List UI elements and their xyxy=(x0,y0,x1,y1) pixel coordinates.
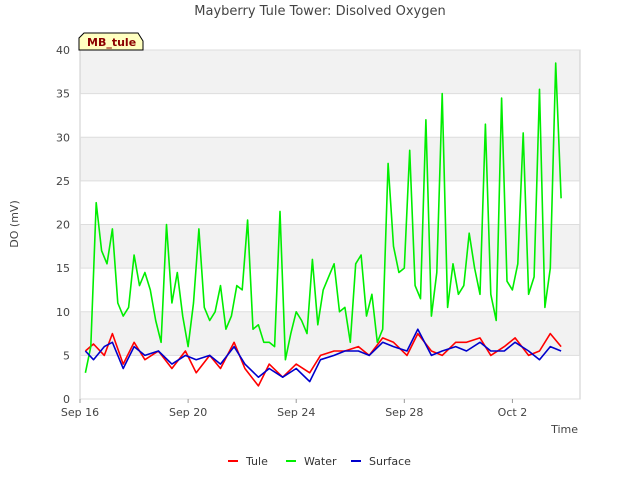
y-tick-label: 15 xyxy=(56,262,70,275)
station-badge: MB_tule xyxy=(78,32,144,51)
grid-band xyxy=(80,224,580,269)
x-tick-label: Sep 24 xyxy=(277,406,315,419)
chart-title: Mayberry Tule Tower: Disolved Oxygen xyxy=(194,4,445,19)
y-tick-label: 5 xyxy=(63,349,70,362)
grid-band xyxy=(80,355,580,399)
grid-band xyxy=(80,93,580,138)
series-lines xyxy=(84,62,562,387)
y-tick-label: 25 xyxy=(56,175,70,188)
x-tick-label: Oct 2 xyxy=(498,406,528,419)
badge-shape xyxy=(78,32,144,51)
x-tick-label: Sep 16 xyxy=(61,406,99,419)
series-line-water xyxy=(84,62,562,373)
grid-band xyxy=(80,137,580,181)
legend-label-tule: Tule xyxy=(245,455,268,468)
badge-label: MB_tule xyxy=(87,36,136,49)
x-axis-ticks: Sep 16 Sep 20 Sep 24 Sep 28 Oct 2 xyxy=(61,399,527,419)
series-line-surface xyxy=(84,328,562,383)
y-tick-label: 10 xyxy=(56,306,70,319)
y-tick-label: 35 xyxy=(56,88,70,101)
legend: Tule Water Surface xyxy=(228,455,411,468)
x-tick-label: Sep 28 xyxy=(385,406,423,419)
series-line-tule xyxy=(84,332,562,387)
grid-band xyxy=(80,50,580,94)
y-tick-label: 20 xyxy=(56,219,70,232)
legend-label-water: Water xyxy=(304,455,337,468)
y-tick-label: 40 xyxy=(56,44,70,57)
y-tick-label: 30 xyxy=(56,131,70,144)
grid-band xyxy=(80,180,580,225)
x-axis-label: Time xyxy=(550,423,578,436)
x-tick-label: Sep 20 xyxy=(169,406,207,419)
y-axis-label: DO (mV) xyxy=(8,200,21,247)
y-tick-label: 0 xyxy=(63,393,70,406)
legend-label-surface: Surface xyxy=(369,455,411,468)
